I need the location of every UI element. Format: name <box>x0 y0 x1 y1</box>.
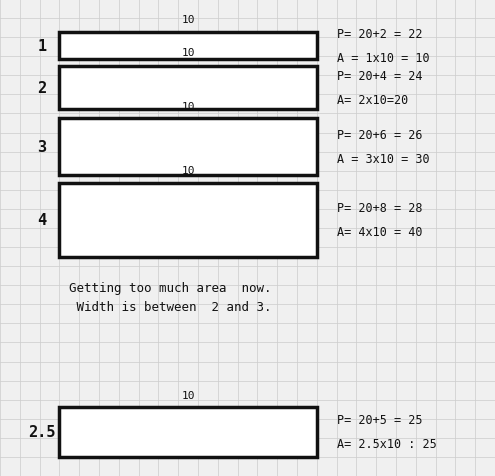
Text: 2: 2 <box>38 80 47 96</box>
Text: A= 2x10=20: A= 2x10=20 <box>337 93 408 107</box>
Text: A = 3x10 = 30: A = 3x10 = 30 <box>337 153 429 166</box>
Text: P= 20+6 = 26: P= 20+6 = 26 <box>337 129 422 142</box>
Text: A= 2.5x10 : 25: A= 2.5x10 : 25 <box>337 437 437 450</box>
FancyBboxPatch shape <box>59 183 317 257</box>
Text: 1: 1 <box>38 39 47 54</box>
Text: A = 1x10 = 10: A = 1x10 = 10 <box>337 52 429 65</box>
Text: P= 20+2 = 22: P= 20+2 = 22 <box>337 28 422 41</box>
Text: 10: 10 <box>181 101 195 111</box>
FancyBboxPatch shape <box>59 67 317 109</box>
Text: Getting too much area  now.: Getting too much area now. <box>69 281 272 295</box>
FancyBboxPatch shape <box>59 407 317 457</box>
Text: A= 4x10 = 40: A= 4x10 = 40 <box>337 226 422 238</box>
Text: 10: 10 <box>181 15 195 25</box>
Text: P= 20+8 = 28: P= 20+8 = 28 <box>337 202 422 215</box>
Text: P= 20+4 = 24: P= 20+4 = 24 <box>337 69 422 83</box>
Text: 2.5: 2.5 <box>28 425 56 439</box>
Text: Width is between  2 and 3.: Width is between 2 and 3. <box>69 300 272 314</box>
Text: P= 20+5 = 25: P= 20+5 = 25 <box>337 414 422 426</box>
FancyBboxPatch shape <box>59 33 317 60</box>
Text: 10: 10 <box>181 166 195 176</box>
Text: 10: 10 <box>181 390 195 400</box>
Text: 10: 10 <box>181 48 195 58</box>
Text: 3: 3 <box>38 140 47 155</box>
FancyBboxPatch shape <box>59 119 317 176</box>
Text: 4: 4 <box>38 213 47 228</box>
